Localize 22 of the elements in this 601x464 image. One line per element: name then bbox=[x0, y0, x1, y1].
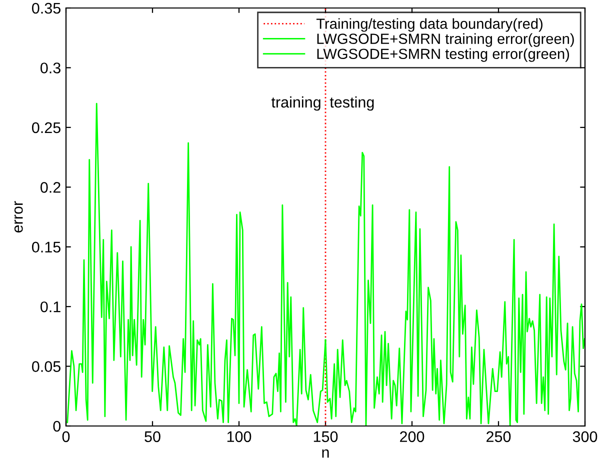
x-tick-label: 300 bbox=[572, 431, 598, 442]
y-tick-label: 0.25 bbox=[32, 122, 60, 134]
ref-line-label: Training/testing data boundary(red) bbox=[316, 18, 542, 32]
x-tick-label: 50 bbox=[144, 431, 160, 442]
y-tick-label: 0.35 bbox=[32, 2, 60, 14]
annotation: testing bbox=[330, 96, 374, 111]
x-tick-label: 0 bbox=[62, 431, 70, 442]
y-tick-label: 0 bbox=[53, 420, 61, 432]
legend-label: LWGSODE+SMRN testing error(green) bbox=[317, 48, 570, 62]
x-tick-label: 150 bbox=[314, 431, 338, 442]
y-tick-label: 0.05 bbox=[32, 361, 60, 372]
y-tick-label: 0.3 bbox=[40, 62, 60, 74]
y-axis-title: error bbox=[14, 201, 23, 232]
x-tick-label: 250 bbox=[486, 431, 511, 442]
x-axis-title: n bbox=[322, 449, 329, 458]
annotation: training bbox=[271, 96, 320, 111]
y-tick-label: 0.1 bbox=[40, 301, 60, 312]
x-tick-label: 100 bbox=[227, 431, 252, 442]
y-tick-label: 0.15 bbox=[32, 242, 60, 253]
legend-label: LWGSODE+SMRN training error(green) bbox=[317, 33, 574, 47]
x-tick-label: 200 bbox=[400, 431, 424, 442]
y-tick-label: 0.2 bbox=[40, 182, 60, 193]
